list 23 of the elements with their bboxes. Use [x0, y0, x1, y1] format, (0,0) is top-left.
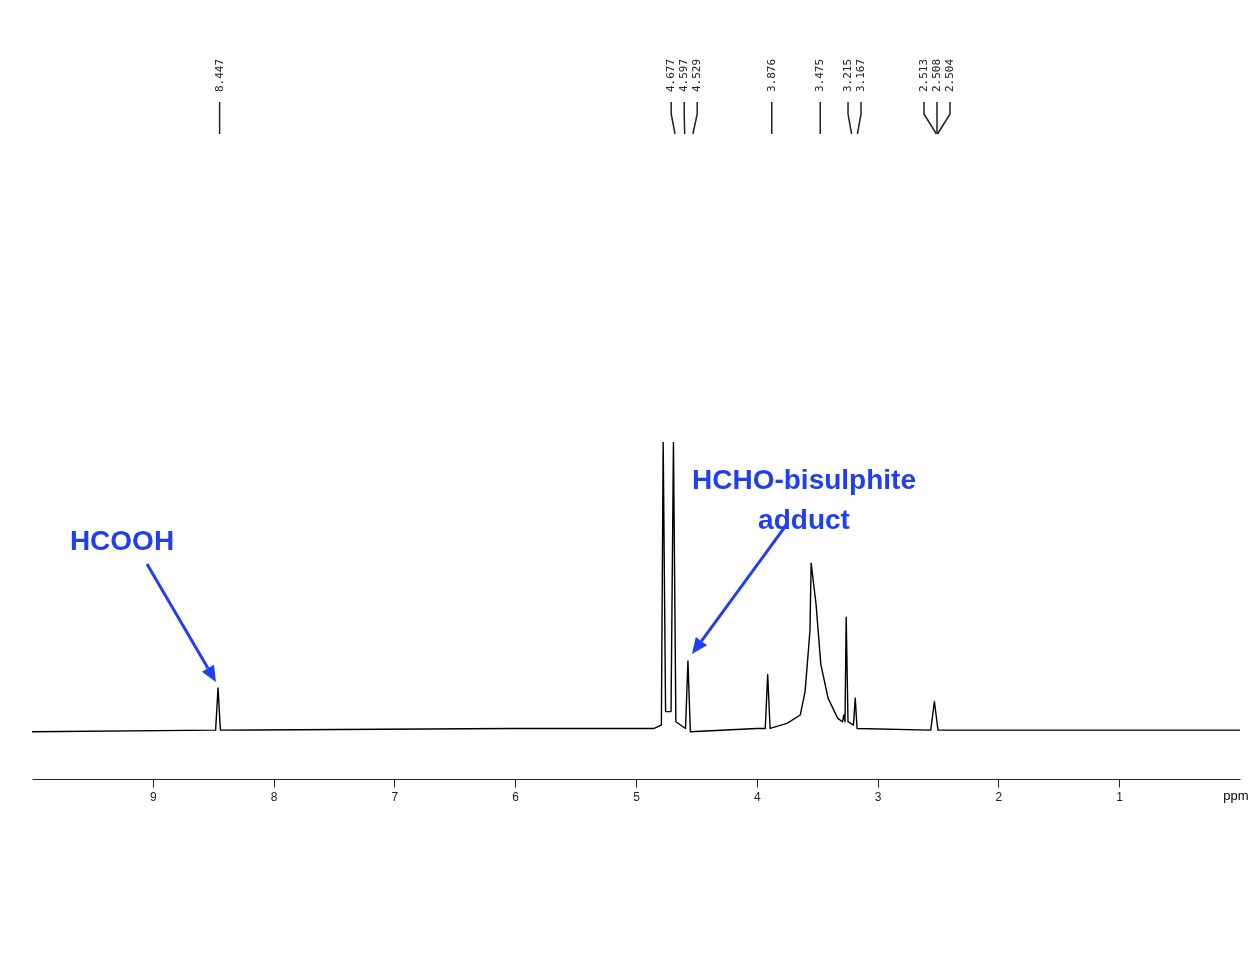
annotation: 3.215 — [841, 58, 855, 92]
annotation: HCOOH — [69, 525, 175, 556]
annotation: 3.475 — [813, 58, 827, 92]
annotation: 2.508 — [929, 58, 943, 92]
annotation: 3.167 — [854, 58, 868, 92]
x-tick-label: 5 — [633, 789, 641, 804]
x-tick-label: 4 — [753, 789, 761, 804]
x-axis-title: ppm — [1223, 787, 1249, 803]
annotation: 2.513 — [916, 58, 930, 92]
x-tick-label: 7 — [391, 789, 399, 804]
x-tick-label: 9 — [149, 789, 157, 804]
annotation: 8.447 — [212, 58, 226, 92]
annotation: 4.677 — [664, 58, 678, 92]
x-tick-label: 6 — [512, 789, 520, 804]
annotation: HCHO-bisulphite adduct — [692, 464, 916, 535]
annotation: 4.597 — [677, 58, 691, 92]
x-tick-label: 3 — [874, 789, 882, 804]
x-tick-label: 2 — [995, 789, 1003, 804]
x-tick-label: 8 — [270, 789, 278, 804]
annotation: 4.529 — [690, 58, 704, 92]
annotation: 2.504 — [942, 58, 956, 92]
x-tick-label: 1 — [1116, 789, 1124, 804]
annotation: 3.876 — [764, 58, 778, 92]
